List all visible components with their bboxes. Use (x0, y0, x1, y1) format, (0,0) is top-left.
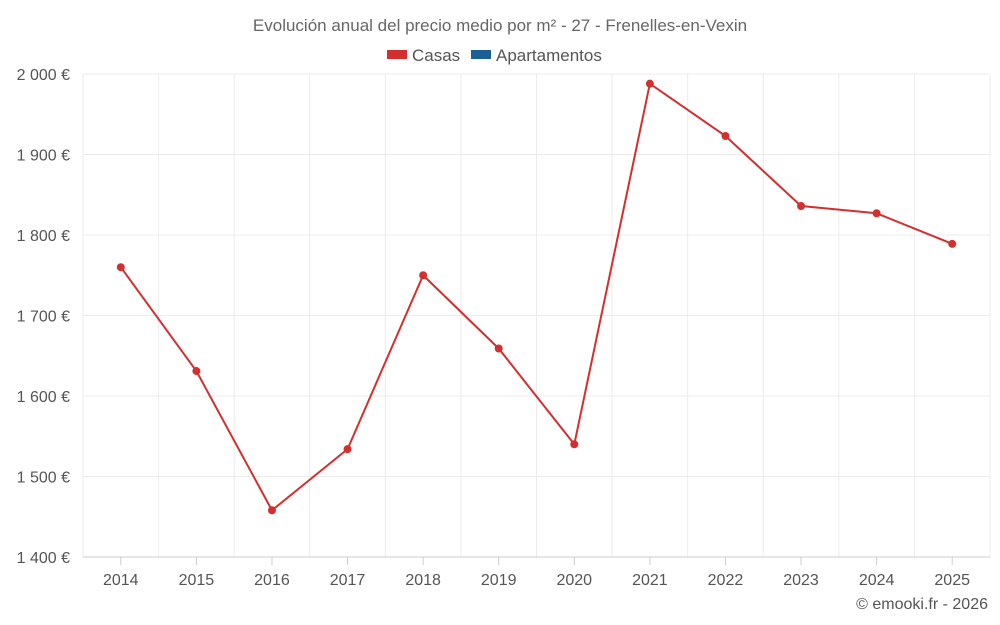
data-point-casas-2014[interactable] (116, 263, 125, 272)
y-tick-label: 2 000 € (17, 67, 70, 84)
data-point-casas-2024[interactable] (872, 209, 881, 218)
series-layer (116, 79, 957, 515)
x-tick-label: 2017 (330, 572, 366, 589)
x-tick-label: 2024 (859, 572, 895, 589)
x-tick-label: 2023 (783, 572, 819, 589)
x-tick-label: 2018 (405, 572, 441, 589)
x-tick-label: 2016 (254, 572, 290, 589)
data-point-casas-2019[interactable] (494, 344, 503, 353)
legend-swatch-apartamentos[interactable] (471, 50, 491, 59)
series-line-casas[interactable] (119, 82, 953, 512)
chart-title: Evolución anual del precio medio por m² … (253, 16, 747, 35)
data-point-casas-2015[interactable] (192, 367, 201, 376)
legend-swatch-casas[interactable] (387, 50, 407, 59)
x-tick-label: 2020 (556, 572, 592, 589)
x-tick-label: 2021 (632, 572, 668, 589)
data-point-casas-2016[interactable] (267, 506, 276, 515)
x-axis-ticks: 2014 2015 2016 2017 2018 2019 2020 2021 2022 2023… (103, 557, 970, 589)
x-tick-label: 2022 (708, 572, 744, 589)
y-tick-label: 1 500 € (17, 470, 70, 487)
x-gridlines (82, 74, 991, 557)
y-tick-label: 1 600 € (17, 389, 70, 406)
x-tick-label: 2025 (934, 572, 970, 589)
data-point-casas-2017[interactable] (343, 445, 352, 454)
y-tick-label: 1 800 € (17, 228, 70, 245)
data-point-casas-2018[interactable] (419, 271, 428, 280)
x-tick-label: 2014 (103, 572, 139, 589)
y-axis-ticks: 1 400 € 1 500 € 1 600 € 1 700 € 1 800 € 1 900… (17, 67, 70, 567)
legend-label-apartamentos[interactable]: Apartamentos (496, 46, 602, 65)
legend-label-casas[interactable]: Casas (412, 46, 460, 65)
legend: Casas Apartamentos (387, 46, 602, 65)
credit-text: © emooki.fr - 2026 (856, 596, 988, 613)
x-tick-label: 2019 (481, 572, 517, 589)
y-tick-label: 1 400 € (17, 550, 70, 567)
y-tick-label: 1 700 € (17, 309, 70, 326)
y-tick-label: 1 900 € (17, 148, 70, 165)
data-point-casas-2025[interactable] (948, 239, 957, 248)
data-point-casas-2021[interactable] (645, 79, 654, 88)
data-point-casas-2022[interactable] (721, 131, 730, 140)
data-point-casas-2020[interactable] (570, 440, 579, 449)
x-tick-label: 2015 (179, 572, 215, 589)
data-point-casas-2023[interactable] (797, 202, 806, 211)
